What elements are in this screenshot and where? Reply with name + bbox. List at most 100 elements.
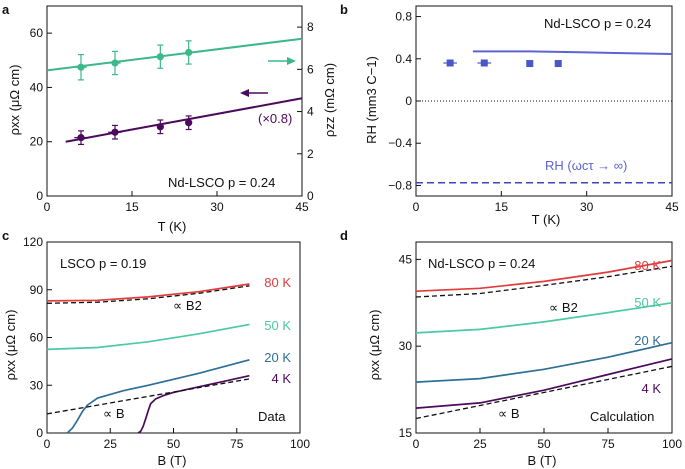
panel-d-b2-label: ∝ B2	[549, 300, 578, 315]
panel-c-curve-4-k	[137, 374, 250, 434]
panel-d-series-label: 4 K	[641, 381, 661, 396]
panel-d-ytick-label: 45	[399, 252, 413, 266]
panel-d-curve--b-fit	[415, 365, 673, 420]
panel-d-xtick-label: 25	[473, 437, 487, 451]
panel-a-xtick-label: 0	[44, 200, 51, 214]
panel-a-rhoxx-marker	[185, 119, 193, 127]
panel-b-xtick-label: 45	[665, 200, 679, 214]
panel-b-marker	[446, 59, 454, 67]
panel-a-ylabel-right: ρzz (mΩ cm)	[322, 63, 337, 137]
panel-c-ylabel: ρxx (μΩ cm)	[3, 310, 18, 381]
panel-b-ylabel: RH (mm3 C−1)	[364, 56, 379, 144]
panel-c-xtick-label: 25	[104, 437, 118, 451]
panel-a-rhoxx-data-point	[108, 124, 122, 140]
panel-c-curve-80-k	[46, 283, 250, 302]
panel-c-series-label: 20 K	[264, 350, 291, 365]
panel-d-curve-20-k	[415, 341, 673, 383]
panel-a-rhoxx-fit-line	[65, 97, 303, 143]
panel-d-b-label: ∝ B	[498, 406, 520, 421]
panel-b-ytick-label: −0.4	[388, 136, 412, 150]
panel-d-curve--b2-fit	[415, 265, 673, 298]
panel-a-arrow-left	[240, 89, 268, 97]
panel-d-curve-4-k	[415, 358, 673, 409]
panel-d-ytick-label: 30	[399, 339, 413, 353]
panel-b-ytick-label: 0.4	[395, 52, 412, 66]
panel-a-rhoxx-data-point	[156, 119, 164, 135]
panel-b-data-point	[554, 60, 562, 68]
panel-b-xtick-label: 15	[495, 200, 509, 214]
panel-c-ytick-label: 90	[30, 283, 44, 297]
panel-a-ytick-label: 60	[30, 26, 44, 40]
panel-c-xtick-label: 0	[44, 437, 51, 451]
panel-a-rhozz-marker	[111, 59, 119, 67]
panel-a-ytick-right-label: 6	[307, 62, 314, 76]
panel-b-xtick-label: 30	[580, 200, 594, 214]
panel-a-rhozz-marker	[77, 63, 85, 71]
panel-a-rhoxx-marker	[77, 134, 85, 142]
panel-c-xlabel: B (T)	[158, 453, 187, 468]
panel-c-corner-label: Data	[258, 409, 286, 424]
panel-b-ytick-label: −0.8	[388, 178, 412, 192]
panel-a-ytick-label: 40	[30, 80, 44, 94]
panel-b-limit-label: RH (ωcτ → ∞)	[545, 158, 627, 173]
panel-a-rhoxx-data-point	[74, 130, 88, 146]
panel-d-xtick-label: 0	[413, 437, 420, 451]
panel-d-xtick-label: 50	[537, 437, 551, 451]
panel-d-curve-50-k	[415, 301, 673, 334]
panel-c-series-label: 80 K	[264, 275, 291, 290]
panel-b-marker	[554, 60, 562, 68]
panel-c-ytick-label: 120	[23, 235, 43, 249]
panel-a-annotation: Nd-LSCO p = 0.24	[168, 175, 275, 190]
panel-a-ylabel: ρxx (μΩ cm)	[7, 65, 22, 136]
panel-a-ytick-right-label: 0	[307, 189, 314, 203]
panel-a-rhozz-data-point	[156, 44, 164, 69]
panel-c-xtick-label: 100	[290, 437, 310, 451]
panel-b-xtick-label: 0	[413, 200, 420, 214]
panel-a-ytick-right-label: 4	[307, 105, 314, 119]
panel-b-ytick-label: 0.8	[395, 10, 412, 24]
panel-b-annotation: Nd-LSCO p = 0.24	[544, 16, 651, 31]
panel-b-xlabel: T (K)	[532, 212, 561, 227]
panel-c-annotation: LSCO p = 0.19	[60, 256, 146, 271]
panel-d-series-label: 80 K	[634, 258, 661, 273]
panel-a-ytick-label: 20	[30, 135, 44, 149]
panel-c-curve--b-fit	[46, 378, 250, 415]
panel-a-rhozz-data-point	[75, 53, 87, 81]
panel-b-data-point	[477, 59, 492, 67]
panel-a-xtick-label: 15	[125, 200, 139, 214]
panel-c-xtick-label: 75	[230, 437, 244, 451]
panel-c-curve-20-k	[66, 358, 250, 434]
panel-a-rhozz-data-point	[185, 40, 193, 65]
panel-a-rhoxx-marker	[111, 128, 119, 136]
panel-b-data-point	[526, 60, 534, 68]
panel-d-corner-label: Calculation	[590, 409, 654, 424]
panel-a-rhozz-marker	[156, 53, 164, 61]
panel-c-b-label: ∝ B	[103, 406, 125, 421]
panel-a-rhozz-marker	[185, 48, 193, 57]
panel-a-rhoxx-marker	[156, 123, 164, 131]
panel-d-curve-80-k	[415, 259, 673, 293]
panel-a-ytick-right-label: 8	[307, 20, 314, 34]
panel-d-xtick-label: 75	[601, 437, 615, 451]
panel-d-annotation: Nd-LSCO p = 0.24	[428, 256, 535, 271]
panel-d-xtick-label: 100	[662, 437, 682, 451]
panel-c-b2-label: ∝ B2	[173, 298, 202, 313]
panel-d-ylabel: ρxx (μΩ cm)	[367, 310, 382, 381]
panel-a-xtick-label: 45	[295, 200, 309, 214]
panel-c-ytick-label: 30	[30, 378, 44, 392]
panel-b-calc-line	[472, 50, 673, 55]
panel-d-ytick-label: 15	[399, 426, 413, 440]
panel-c-ytick-label: 60	[30, 331, 44, 345]
panel-c-ytick-label: 0	[36, 426, 43, 440]
panel-b-frame	[415, 5, 673, 197]
panel-a-ytick-right-label: 2	[307, 147, 314, 161]
panel-label-b: b	[340, 2, 348, 17]
panel-label-c: c	[2, 228, 9, 243]
panel-d-series-label: 50 K	[634, 295, 661, 310]
panel-c-curve-50-k	[46, 323, 250, 351]
panel-a-rhozz-data-point	[109, 50, 121, 76]
panel-a-arrow-right	[268, 57, 296, 65]
panel-label-d: d	[340, 228, 348, 243]
panel-a-xtick-label: 30	[210, 200, 224, 214]
